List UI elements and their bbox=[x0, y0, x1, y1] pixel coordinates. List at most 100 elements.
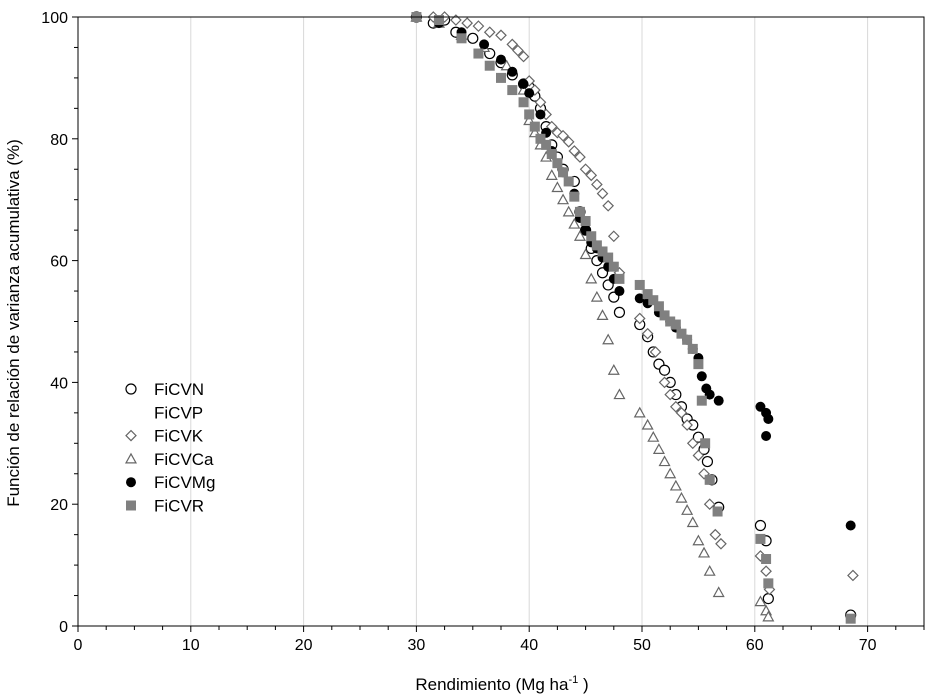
data-point-ficvr bbox=[763, 578, 774, 589]
data-point-ficvk bbox=[591, 178, 603, 191]
x-tick-label: 50 bbox=[633, 637, 651, 654]
data-point-ficvca bbox=[692, 534, 705, 546]
data-point-ficvca bbox=[613, 388, 626, 400]
data-point-ficvk bbox=[715, 537, 727, 550]
data-point-ficvr bbox=[473, 48, 484, 59]
data-point-ficvk bbox=[450, 14, 462, 26]
data-point-ficvmg bbox=[507, 66, 518, 77]
data-point-ficvk bbox=[847, 569, 859, 582]
legend: FiCVN FiCVP FiCVK FiCVCa FiCVMg FiCVR bbox=[124, 380, 215, 516]
legend-label-ficvr: FiCVR bbox=[154, 497, 204, 516]
series-ficvr bbox=[411, 12, 856, 624]
data-point-ficvk bbox=[512, 44, 524, 57]
x-tick-label: 30 bbox=[408, 637, 426, 654]
data-point-ficvr bbox=[580, 216, 591, 227]
data-point-ficvk bbox=[675, 407, 688, 419]
data-point-ficvr bbox=[761, 554, 772, 565]
data-point-ficvk bbox=[692, 449, 705, 462]
data-point-ficvca bbox=[607, 363, 620, 375]
y-axis-label: Función de relación de varianza acumulat… bbox=[4, 139, 23, 507]
series-ficvn bbox=[410, 11, 857, 621]
y-tick-label: 100 bbox=[41, 10, 68, 27]
vertical-grid-lines bbox=[190, 17, 869, 626]
data-point-ficvca bbox=[500, 59, 513, 71]
data-point-ficvk bbox=[607, 230, 620, 243]
data-point-ficvca bbox=[590, 290, 603, 302]
data-point-ficvmg bbox=[614, 286, 625, 297]
data-point-ficvk bbox=[669, 400, 682, 413]
data-point-ficvr bbox=[569, 191, 580, 202]
data-point-ficvk bbox=[649, 346, 662, 358]
data-point-ficvca bbox=[545, 169, 558, 180]
y-axis-ticks: 0 20 40 60 80 100 bbox=[41, 10, 78, 636]
legend-label-ficvp: FiCVP bbox=[154, 403, 203, 422]
legend-marker-ficvn bbox=[125, 383, 137, 395]
data-point-ficvr bbox=[700, 438, 711, 449]
data-point-ficvk bbox=[641, 327, 654, 340]
data-point-ficvr bbox=[682, 334, 693, 345]
data-point-ficvk bbox=[596, 187, 609, 200]
x-tick-label: 10 bbox=[182, 637, 200, 654]
data-point-ficvmg bbox=[479, 39, 490, 50]
data-point-ficvk bbox=[483, 26, 496, 39]
data-point-ficvca bbox=[686, 516, 699, 528]
data-point-ficvr bbox=[704, 474, 715, 485]
series-ficvmg bbox=[411, 12, 856, 531]
data-point-ficvr bbox=[524, 109, 535, 120]
data-point-ficvk bbox=[472, 20, 485, 32]
data-point-ficvr bbox=[608, 261, 619, 272]
data-point-ficvca bbox=[658, 455, 671, 467]
data-point-ficvn bbox=[613, 306, 626, 318]
data-point-ficvr bbox=[456, 33, 467, 44]
data-point-ficvk bbox=[681, 419, 693, 431]
data-point-ficvk bbox=[633, 312, 646, 325]
data-point-ficvr bbox=[845, 613, 856, 624]
data-point-ficvk bbox=[686, 437, 699, 450]
x-axis-label-superscript: -1 bbox=[568, 674, 578, 686]
data-point-ficvr bbox=[676, 328, 687, 339]
data-point-ficvca bbox=[573, 230, 586, 241]
data-point-ficvn bbox=[658, 364, 671, 376]
data-point-ficvr bbox=[484, 60, 495, 71]
data-point-ficvmg bbox=[704, 389, 715, 400]
data-point-ficvk bbox=[579, 163, 592, 176]
x-tick-label: 40 bbox=[520, 637, 538, 654]
data-point-ficvca bbox=[641, 418, 654, 430]
legend-label-ficvn: FiCVN bbox=[154, 380, 204, 399]
data-point-ficvk bbox=[557, 129, 569, 142]
data-point-ficvmg bbox=[761, 430, 772, 441]
data-point-ficvk bbox=[461, 17, 474, 29]
data-point-ficvr bbox=[546, 149, 557, 160]
data-point-ficvr bbox=[693, 359, 704, 370]
data-point-ficvr bbox=[433, 15, 444, 26]
x-tick-label: 20 bbox=[295, 637, 313, 654]
data-point-ficvr bbox=[670, 319, 681, 330]
data-point-ficvca bbox=[568, 217, 581, 229]
data-point-ficvr bbox=[518, 97, 529, 108]
data-point-ficvca bbox=[602, 333, 615, 345]
data-point-ficvr bbox=[563, 176, 574, 187]
data-point-ficvr bbox=[634, 279, 645, 290]
legend-marker-ficvr bbox=[126, 500, 136, 511]
y-tick-label: 60 bbox=[50, 254, 68, 271]
x-axis-label: Rendimiento (Mg ha-1 ) bbox=[415, 674, 588, 694]
data-point-ficvk bbox=[574, 151, 586, 163]
data-point-ficvca bbox=[557, 193, 570, 205]
plot-frame bbox=[77, 16, 925, 627]
data-point-ficvr bbox=[755, 533, 766, 544]
data-point-ficvr bbox=[603, 252, 614, 263]
data-point-ficvn bbox=[701, 455, 714, 468]
data-point-ficvmg bbox=[845, 520, 856, 531]
data-point-ficvk bbox=[602, 199, 615, 212]
x-tick-label: 70 bbox=[859, 637, 877, 654]
y-tick-label: 40 bbox=[50, 375, 68, 392]
data-point-ficvn bbox=[754, 519, 767, 532]
data-point-ficvr bbox=[687, 343, 698, 354]
data-point-ficvn bbox=[467, 32, 479, 44]
data-point-ficvca bbox=[633, 406, 646, 418]
data-point-ficvr bbox=[614, 273, 625, 284]
data-point-ficvn bbox=[762, 592, 774, 605]
data-point-ficvmg bbox=[496, 54, 506, 65]
data-point-ficvr bbox=[597, 246, 608, 257]
